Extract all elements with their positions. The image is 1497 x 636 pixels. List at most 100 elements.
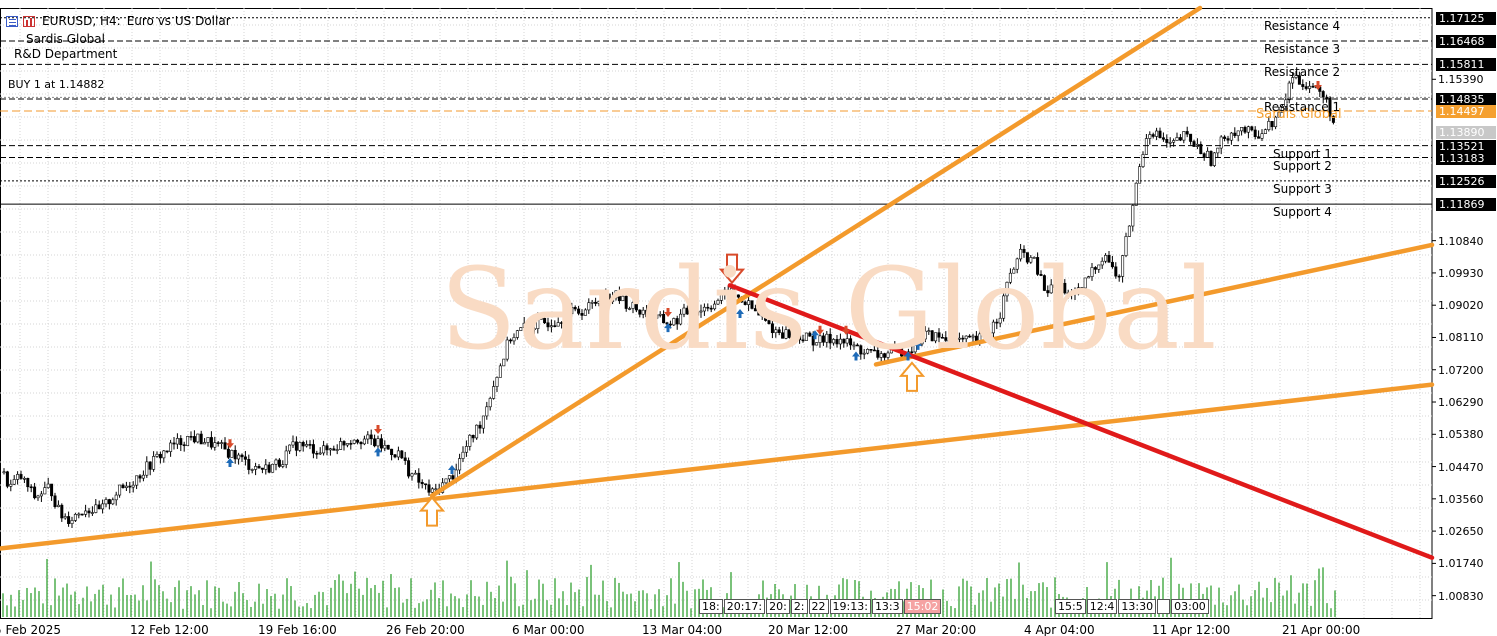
candle-body: [424, 483, 428, 486]
candle-body: [413, 472, 417, 475]
candle-body: [135, 475, 139, 486]
candle-body: [417, 472, 421, 483]
candle-body: [937, 332, 941, 338]
candle-body: [328, 448, 332, 451]
candle-body: [1019, 248, 1023, 260]
candle-body: [553, 325, 557, 327]
price-tick-label: 1.05380: [1438, 428, 1484, 442]
trade-time-tag[interactable]: 13:30: [1118, 599, 1157, 614]
candle-body: [284, 450, 288, 465]
candle-body: [1165, 138, 1169, 143]
candle-body: [526, 322, 530, 327]
candle-body: [964, 335, 968, 340]
candle-body: [277, 459, 281, 467]
signal-arrow-up-icon: [418, 496, 446, 527]
candle-body: [607, 293, 611, 302]
candle-body: [19, 474, 23, 479]
company-line1: Sardis Global: [26, 32, 105, 46]
candle-body: [1110, 261, 1114, 268]
candle-body: [1178, 137, 1182, 141]
candle-body: [464, 446, 468, 453]
current-price-box: 1.14497: [1436, 104, 1496, 118]
trade-time-tag[interactable]: 12:4: [1086, 599, 1118, 614]
candle-body: [46, 483, 50, 488]
candle-body: [213, 442, 217, 448]
candle-body: [736, 294, 740, 298]
candle-body: [158, 453, 162, 459]
candle-body: [301, 442, 305, 447]
price-tick-label: 1.02650: [1438, 525, 1484, 539]
trade-time-tag[interactable]: 15:02: [903, 599, 942, 614]
candle-body: [152, 456, 156, 470]
candle-body: [148, 461, 152, 470]
candle-body: [594, 301, 598, 304]
candle-body: [124, 485, 128, 488]
candle-body: [702, 306, 706, 312]
symbol-description: Euro vs US Dollar: [126, 14, 231, 28]
symbol-label: EURUSD, H4:: [42, 14, 121, 28]
trade-time-tag[interactable]: 15:5: [1055, 599, 1086, 614]
candle-body: [1022, 248, 1026, 253]
candle-body: [706, 306, 710, 309]
candle-body: [70, 520, 74, 524]
candle-body: [1223, 136, 1227, 139]
candle-body: [968, 335, 972, 338]
candle-body: [855, 344, 859, 347]
candle-body: [760, 314, 764, 317]
candle-body: [427, 484, 431, 493]
candle-body: [403, 457, 407, 461]
trade-time-tag[interactable]: 20:17:: [723, 599, 766, 614]
candle-body: [770, 323, 774, 334]
price-tick-label: 1.03560: [1438, 492, 1484, 506]
candle-body: [315, 452, 319, 455]
trade-time-tag[interactable]: 20:: [766, 599, 790, 614]
trade-time-tag[interactable]: [1157, 599, 1171, 614]
candle-body: [444, 478, 448, 484]
candle-body: [1308, 85, 1312, 89]
candle-body: [1121, 255, 1125, 277]
buy-arrow-icon: [736, 309, 744, 318]
candle-body: [1076, 287, 1080, 295]
candle-body: [400, 450, 404, 459]
trade-time-tag[interactable]: 03:00: [1171, 599, 1209, 614]
trend-line-orange: [0, 382, 1435, 551]
trade-time-tag[interactable]: 2:: [790, 599, 808, 614]
candle-body: [580, 313, 584, 316]
candle-body: [777, 329, 781, 333]
time-label: 27 Mar 20:00: [896, 623, 977, 636]
trade-time-tag[interactable]: 19:13:: [829, 599, 871, 614]
price-tick-label: 1.15390: [1438, 73, 1484, 87]
candle-body: [1063, 282, 1067, 294]
plot-frame: [0, 8, 1433, 619]
candle-body: [56, 504, 60, 507]
price-tick-label: 1.07200: [1438, 363, 1484, 377]
candle-body: [33, 486, 37, 499]
candle-body: [1263, 129, 1267, 134]
candle-body: [1114, 266, 1118, 277]
candle-body: [1036, 257, 1040, 275]
candle-body: [220, 442, 224, 444]
candle-body: [1257, 136, 1261, 139]
candle-body: [757, 310, 761, 316]
candle-body: [515, 330, 519, 338]
candle-body: [349, 443, 353, 445]
candle-body: [1151, 134, 1155, 137]
list-icon[interactable]: [6, 15, 18, 27]
trade-time-tag[interactable]: 13:3: [871, 599, 903, 614]
candle-body: [781, 332, 785, 339]
candle-body: [682, 307, 686, 315]
candle-body: [495, 377, 499, 387]
candle-body: [1253, 129, 1257, 138]
candle-body: [267, 464, 271, 473]
price-tick-label: 1.09930: [1438, 266, 1484, 280]
candle-body: [1097, 264, 1101, 270]
candle-body: [1127, 225, 1131, 237]
candle-body: [1229, 132, 1233, 141]
trade-time-tag[interactable]: 18:: [699, 599, 723, 614]
level-price-box: 1.13183: [1436, 151, 1496, 165]
candle-body: [451, 475, 455, 480]
trade-time-tag[interactable]: 22: [808, 599, 829, 614]
candle-body: [1199, 143, 1203, 155]
bar-chart-icon[interactable]: [23, 15, 35, 27]
